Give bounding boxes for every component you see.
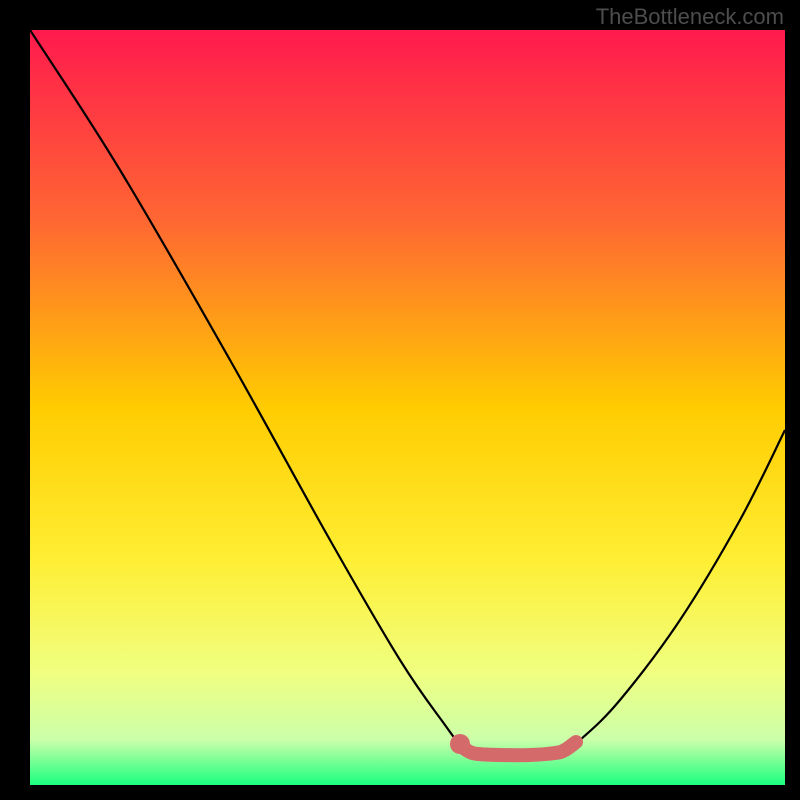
bottleneck-marker-dot [450, 734, 470, 754]
chart-curve-layer [30, 30, 785, 785]
bottleneck-sweet-spot-segment [462, 742, 576, 755]
bottleneck-curve [30, 30, 785, 755]
watermark-text: TheBottleneck.com [596, 4, 784, 30]
chart-plot-area [30, 30, 785, 785]
